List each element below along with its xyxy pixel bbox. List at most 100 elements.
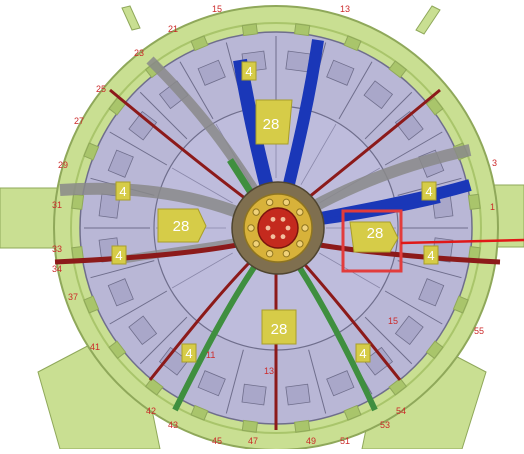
outer-bracket	[293, 419, 311, 433]
sector-panel	[197, 370, 226, 397]
sector-divider	[109, 131, 168, 166]
sector-divider	[308, 349, 327, 414]
label-plates: 28 28 28 28 4 4 4 4 4 4 4	[111, 61, 439, 363]
sector-numbers: 13 15 21 23 25 27 29 31 33 34 37 41 42 4…	[52, 4, 497, 446]
sector-number: 13	[340, 4, 350, 14]
plate-28-right	[349, 221, 399, 253]
core-dot	[252, 208, 260, 216]
core-dot	[252, 240, 260, 248]
core-inner-dot	[265, 225, 271, 231]
outer-bracket	[425, 340, 444, 360]
core-dot	[265, 198, 274, 207]
plate-4-top	[241, 61, 257, 81]
sector-number: 15	[388, 316, 398, 326]
plate-4-bottom-right	[355, 343, 371, 363]
label-4-left: 4	[119, 184, 126, 199]
outer-bracket	[425, 96, 444, 116]
sector-number: 51	[340, 436, 350, 446]
outer-bracket	[241, 23, 259, 37]
outer-bracket	[83, 295, 100, 314]
label-28-right: 28	[367, 225, 384, 242]
sector-number: 15	[212, 4, 222, 14]
sector-number: 33	[52, 244, 62, 254]
highlight-box	[341, 209, 403, 273]
sector-panel	[128, 110, 158, 141]
sector-number: 3	[492, 158, 497, 168]
label-4-bottom-right: 4	[359, 346, 366, 361]
sector-divider	[364, 316, 413, 365]
label-4-lower-right: 4	[427, 248, 434, 263]
outer-bracket	[83, 142, 100, 161]
outer-bracket	[108, 340, 127, 360]
sector-panel	[285, 50, 311, 73]
label-28-top: 28	[263, 116, 280, 133]
sector-divider	[90, 260, 155, 279]
sector-divider	[109, 290, 168, 325]
plate-4-left	[115, 181, 131, 201]
outer-bracket	[144, 377, 164, 396]
core-dot	[282, 198, 291, 207]
core-dot	[296, 208, 304, 216]
sector-number: 54	[396, 406, 406, 416]
outer-bracket	[241, 419, 259, 433]
core-inner-dot	[270, 234, 276, 240]
core-inner-dot	[285, 225, 291, 231]
sector-divider	[338, 61, 373, 120]
sector-number: 31	[52, 200, 62, 210]
label-4-right: 4	[425, 184, 432, 199]
sector-divider	[225, 349, 244, 414]
plate-4-lower-right	[423, 245, 439, 265]
sector-panel	[241, 383, 267, 406]
sector-number: 34	[52, 264, 62, 274]
outer-bracket	[71, 193, 85, 211]
top-left-arm	[121, 5, 141, 31]
core-dot	[265, 249, 274, 258]
plate-28-left	[157, 208, 207, 243]
sector-number: 55	[474, 326, 484, 336]
plate-4-lower-left	[111, 245, 127, 265]
sector-number: 42	[146, 406, 156, 416]
outer-bracket	[467, 193, 481, 211]
sector-panel	[363, 80, 394, 110]
sector-panel	[158, 346, 189, 376]
sector-panel	[326, 59, 355, 86]
sector-number: 13	[264, 366, 274, 376]
sector-divider	[179, 61, 214, 120]
core-dot	[301, 224, 309, 232]
sector-number: 45	[212, 436, 222, 446]
sector-panel	[394, 315, 424, 346]
sector-number: 53	[380, 420, 390, 430]
sector-panel	[107, 278, 134, 307]
sector-panel	[326, 370, 355, 397]
plate-28-bottom	[261, 309, 297, 345]
inner-spoke	[300, 123, 337, 185]
outer-bracket	[343, 35, 362, 52]
sector-panel	[418, 278, 445, 307]
label-4-lower-left: 4	[115, 248, 122, 263]
outer-bracket	[190, 404, 209, 421]
inner-spoke	[171, 252, 233, 289]
sector-divider	[384, 290, 443, 325]
outer-bracket	[190, 35, 209, 52]
sector-number: 29	[58, 160, 68, 170]
sector-panel	[363, 346, 394, 376]
outer-bracket	[388, 377, 408, 396]
pointer-line	[400, 238, 524, 245]
sector-number: 49	[306, 436, 316, 446]
inner-spoke	[171, 167, 233, 204]
outer-bracket	[452, 295, 469, 314]
label-28-bottom: 28	[271, 321, 288, 338]
sector-number: 11	[206, 350, 215, 360]
sector-divider	[139, 91, 188, 140]
sector-number: 41	[90, 342, 100, 352]
core-inner	[257, 207, 299, 249]
outer-bracket	[293, 23, 311, 37]
top-right-arm	[415, 5, 441, 35]
sector-panel	[128, 315, 158, 346]
sector-number: 43	[168, 420, 178, 430]
sector-number: 37	[68, 292, 78, 302]
sector-divider	[384, 131, 443, 166]
core-dot	[247, 224, 255, 232]
